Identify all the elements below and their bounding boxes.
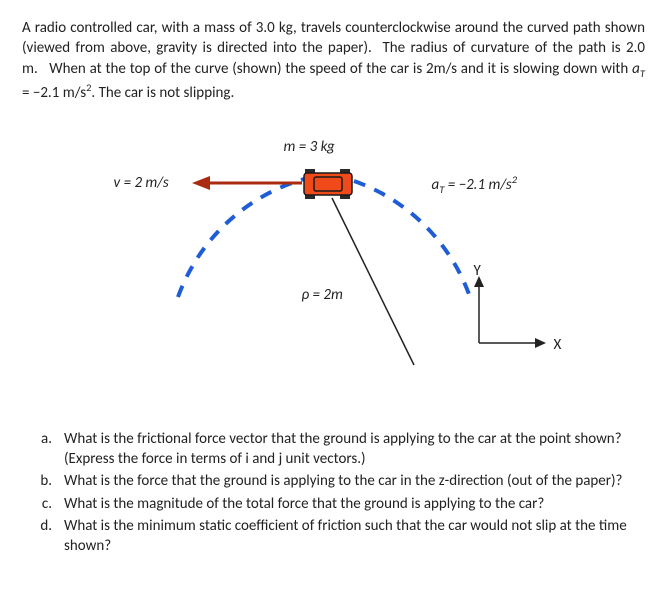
question-letter: b. xyxy=(22,471,64,491)
question-list: a.What is the frictional force vector th… xyxy=(22,429,645,557)
label-radius: ρ = 2m xyxy=(302,285,343,305)
label-velocity: v = 2 m/s xyxy=(114,173,169,193)
question-item: a.What is the frictional force vector th… xyxy=(22,429,645,470)
car-icon xyxy=(304,169,352,199)
question-letter: a. xyxy=(22,429,64,470)
diagram-svg xyxy=(24,133,644,393)
question-item: b.What is the force that the ground is a… xyxy=(22,471,645,491)
radius-line xyxy=(332,198,414,365)
question-text: What is the minimum static coefficient o… xyxy=(64,516,645,557)
diagram: m = 3 kg v = 2 m/s aT = −2.1 m/s2 ρ = 2m… xyxy=(24,133,644,393)
velocity-arrow-head xyxy=(192,176,210,190)
question-item: c.What is the magnitude of the total for… xyxy=(22,494,645,514)
label-accel: aT = −2.1 m/s2 xyxy=(432,173,518,197)
label-mass: m = 3 kg xyxy=(284,137,335,157)
path-arc-left xyxy=(178,179,304,297)
problem-statement: A radio controlled car, with a mass of 3… xyxy=(22,18,645,103)
question-letter: c. xyxy=(22,494,64,514)
axes xyxy=(474,276,546,348)
label-x-axis: X xyxy=(554,335,562,355)
label-y-axis: Y xyxy=(474,261,481,281)
question-item: d.What is the minimum static coefficient… xyxy=(22,516,645,557)
question-letter: d. xyxy=(22,516,64,557)
question-text: What is the magnitude of the total force… xyxy=(64,494,645,514)
question-text: What is the frictional force vector that… xyxy=(64,429,645,470)
question-text: What is the force that the ground is app… xyxy=(64,471,645,491)
